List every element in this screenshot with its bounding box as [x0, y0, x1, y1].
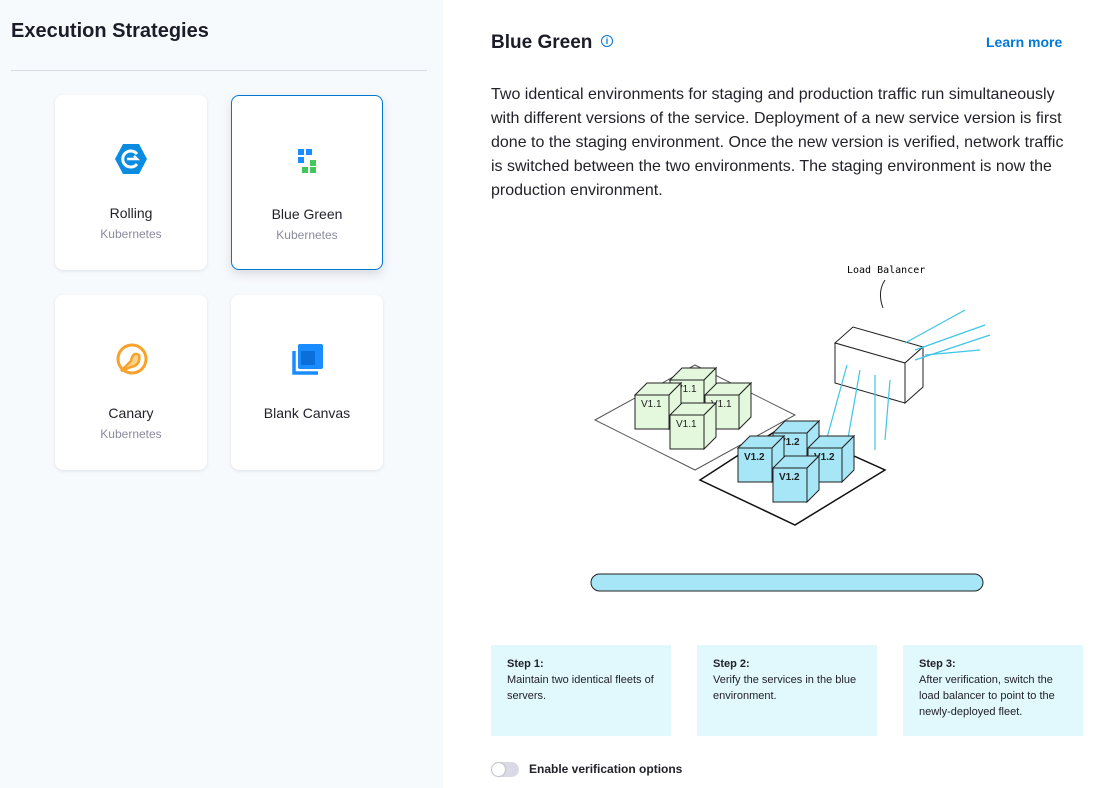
rolling-icon	[115, 144, 147, 174]
card-subtitle: Kubernetes	[276, 228, 338, 242]
card-name: Blank Canvas	[263, 405, 351, 421]
divider	[11, 70, 427, 71]
verification-toggle-label: Enable verification options	[529, 762, 683, 776]
version-label: V1.2	[814, 452, 835, 463]
step-3: Step 3: After verification, switch the lo…	[903, 645, 1083, 736]
version-label: V1.2	[779, 472, 800, 483]
card-blue-green[interactable]: Blue Green Kubernetes	[231, 95, 383, 270]
card-name: Rolling	[109, 205, 153, 221]
card-name: Blue Green	[271, 206, 343, 222]
blue-green-diagram: Load Balancer V1.1V1.1 V1.1V1.1 V1.2V1.2 V…	[590, 265, 991, 592]
green-fleet: V1.1 V1.1 V1.1 V1.1	[633, 366, 753, 451]
blank-canvas-icon	[292, 344, 323, 375]
toggle-knob	[492, 763, 505, 776]
card-blank-canvas[interactable]: Blank Canvas	[231, 295, 383, 470]
info-icon[interactable]: i	[601, 35, 613, 47]
version-label: V1.1	[676, 419, 697, 430]
learn-more-link[interactable]: Learn more	[986, 34, 1063, 50]
step-1: Step 1: Maintain two identical fleets of …	[491, 645, 671, 736]
step-title: Step 1:	[507, 658, 544, 670]
step-text: After verification, switch the load bala…	[919, 674, 1055, 718]
server-box: V1.1	[633, 381, 683, 431]
step-text: Maintain two identical fleets of servers…	[507, 674, 654, 702]
page-title: Blue Green	[491, 32, 593, 53]
card-rolling[interactable]: Rolling Kubernetes	[55, 95, 207, 270]
step-2: Step 2: Verify the services in the blue e…	[697, 645, 877, 736]
server-box: V1.2	[771, 454, 821, 504]
sidebar: Execution Strategies Rolling Kubernetes …	[0, 0, 443, 788]
step-title: Step 3:	[919, 658, 956, 670]
card-canary[interactable]: Canary Kubernetes	[55, 295, 207, 470]
card-subtitle: Kubernetes	[100, 427, 162, 441]
load-balancer-label: Load Balancer	[847, 265, 925, 276]
traffic-arrows	[824, 309, 991, 456]
blue-fleet: V1.2 V1.2 V1.2 V1.2	[736, 419, 856, 504]
card-subtitle: Kubernetes	[100, 227, 162, 241]
step-title: Step 2:	[713, 658, 750, 670]
traffic-bar	[590, 573, 984, 592]
canary-icon	[116, 343, 148, 375]
version-label: V1.1	[676, 384, 697, 395]
description: Two identical environments for staging a…	[491, 86, 1064, 199]
step-text: Verify the services in the blue environm…	[713, 674, 857, 702]
version-label: V1.2	[744, 452, 765, 463]
server-box: V1.1	[668, 401, 718, 451]
version-label: V1.1	[641, 399, 662, 410]
verification-toggle[interactable]	[491, 762, 519, 777]
sidebar-title: Execution Strategies	[11, 20, 209, 42]
card-name: Canary	[108, 405, 154, 421]
load-balancer	[833, 326, 925, 405]
version-label: V1.1	[711, 399, 732, 410]
blue-green-icon	[298, 149, 316, 173]
version-label: V1.2	[779, 437, 800, 448]
